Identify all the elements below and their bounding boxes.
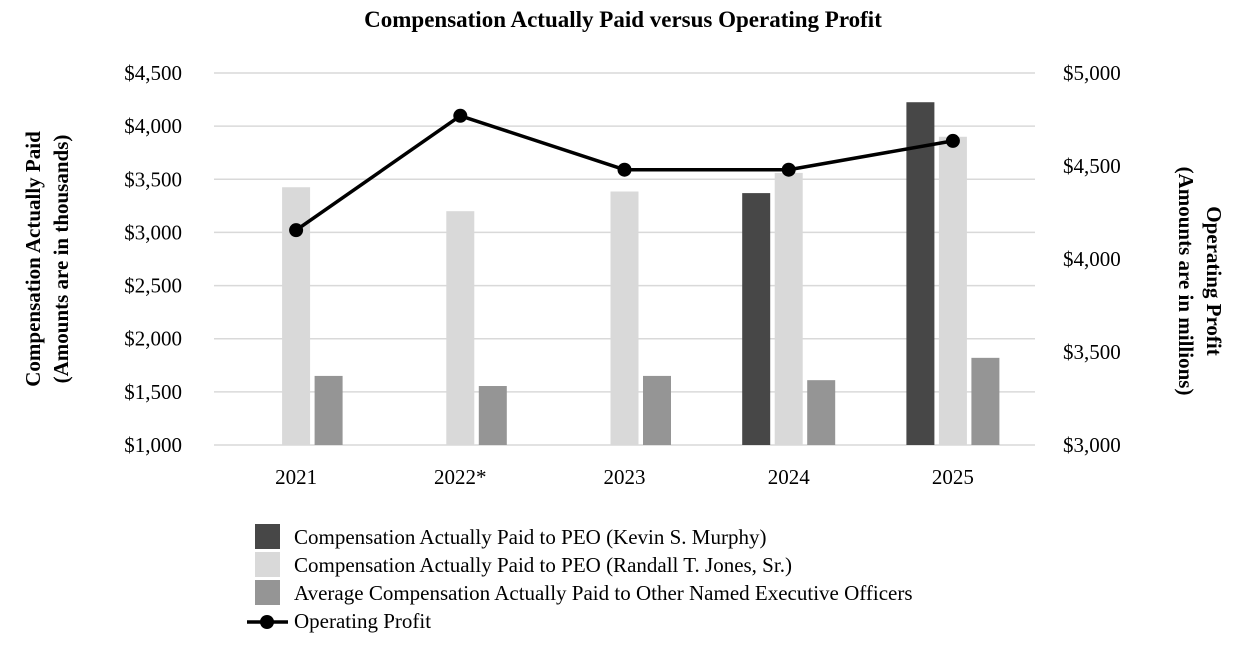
operating-profit-line <box>289 108 960 238</box>
bar-series2-0 <box>314 375 343 445</box>
bar-series2-2 <box>643 375 671 445</box>
right-axis-title-line2: (Amounts are in millions) <box>1174 167 1198 396</box>
x-tick-label: 2022* <box>434 465 487 489</box>
legend-swatch-murphy <box>255 524 280 549</box>
x-tick-label: 2023 <box>604 465 646 489</box>
bar-series1-2 <box>610 191 639 445</box>
bar-series2-3 <box>807 380 836 445</box>
left-axis-ticks: $1,000 $1,500 $2,000 $2,500 $3,000 $3,500 $4,0… <box>124 61 182 457</box>
bar-series1-4 <box>938 136 967 445</box>
bar-series1-1 <box>446 211 475 445</box>
legend: Compensation Actually Paid to PEO (Kevin… <box>247 524 913 633</box>
legend-label-other-neos: Average Compensation Actually Paid to Ot… <box>294 581 913 605</box>
operating-profit-point-3 <box>781 162 796 177</box>
right-tick-label: $3,000 <box>1063 433 1121 457</box>
right-axis-ticks: $3,000 $3,500 $4,000 $4,500 $5,000 <box>1063 61 1121 457</box>
chart-title: Compensation Actually Paid versus Operat… <box>364 7 882 32</box>
left-axis-title-line1: Compensation Actually Paid <box>21 131 45 387</box>
left-tick-label: $4,000 <box>124 114 182 138</box>
operating-profit-point-2 <box>617 162 632 177</box>
left-tick-label: $2,500 <box>124 274 182 298</box>
left-tick-label: $4,500 <box>124 61 182 85</box>
left-axis-title-line2: (Amounts are in thousands) <box>49 135 73 384</box>
left-tick-label: $3,500 <box>124 167 182 191</box>
bar-series2-1 <box>478 386 507 445</box>
left-tick-label: $3,000 <box>124 220 182 244</box>
legend-label-jones: Compensation Actually Paid to PEO (Randa… <box>294 553 792 577</box>
left-tick-label: $1,000 <box>124 433 182 457</box>
operating-profit-point-1 <box>453 108 468 123</box>
bar-series2-4 <box>971 357 1000 445</box>
x-axis-ticks: 2021 2022* 2023 2024 2025 <box>275 465 974 489</box>
right-axis-title-line1: Operating Profit <box>1202 206 1226 356</box>
bar-series1-3 <box>774 172 803 445</box>
right-tick-label: $5,000 <box>1063 61 1121 85</box>
x-tick-label: 2021 <box>275 465 317 489</box>
right-tick-label: $4,500 <box>1063 154 1121 178</box>
right-tick-label: $3,500 <box>1063 340 1121 364</box>
x-tick-label: 2024 <box>768 465 811 489</box>
x-tick-label: 2025 <box>932 465 974 489</box>
left-tick-label: $1,500 <box>124 380 182 404</box>
bar-series0-4 <box>906 102 935 445</box>
left-tick-label: $2,000 <box>124 327 182 351</box>
right-tick-label: $4,000 <box>1063 247 1121 271</box>
legend-label-murphy: Compensation Actually Paid to PEO (Kevin… <box>294 525 766 549</box>
bars <box>282 102 1000 445</box>
operating-profit-point-0 <box>289 223 304 238</box>
legend-label-operating-profit: Operating Profit <box>294 609 431 633</box>
bar-series0-3 <box>742 193 771 445</box>
operating-profit-point-4 <box>945 133 960 148</box>
legend-swatch-other-neos <box>255 580 280 605</box>
legend-marker-operating-profit <box>260 615 274 629</box>
legend-swatch-jones <box>255 552 280 577</box>
